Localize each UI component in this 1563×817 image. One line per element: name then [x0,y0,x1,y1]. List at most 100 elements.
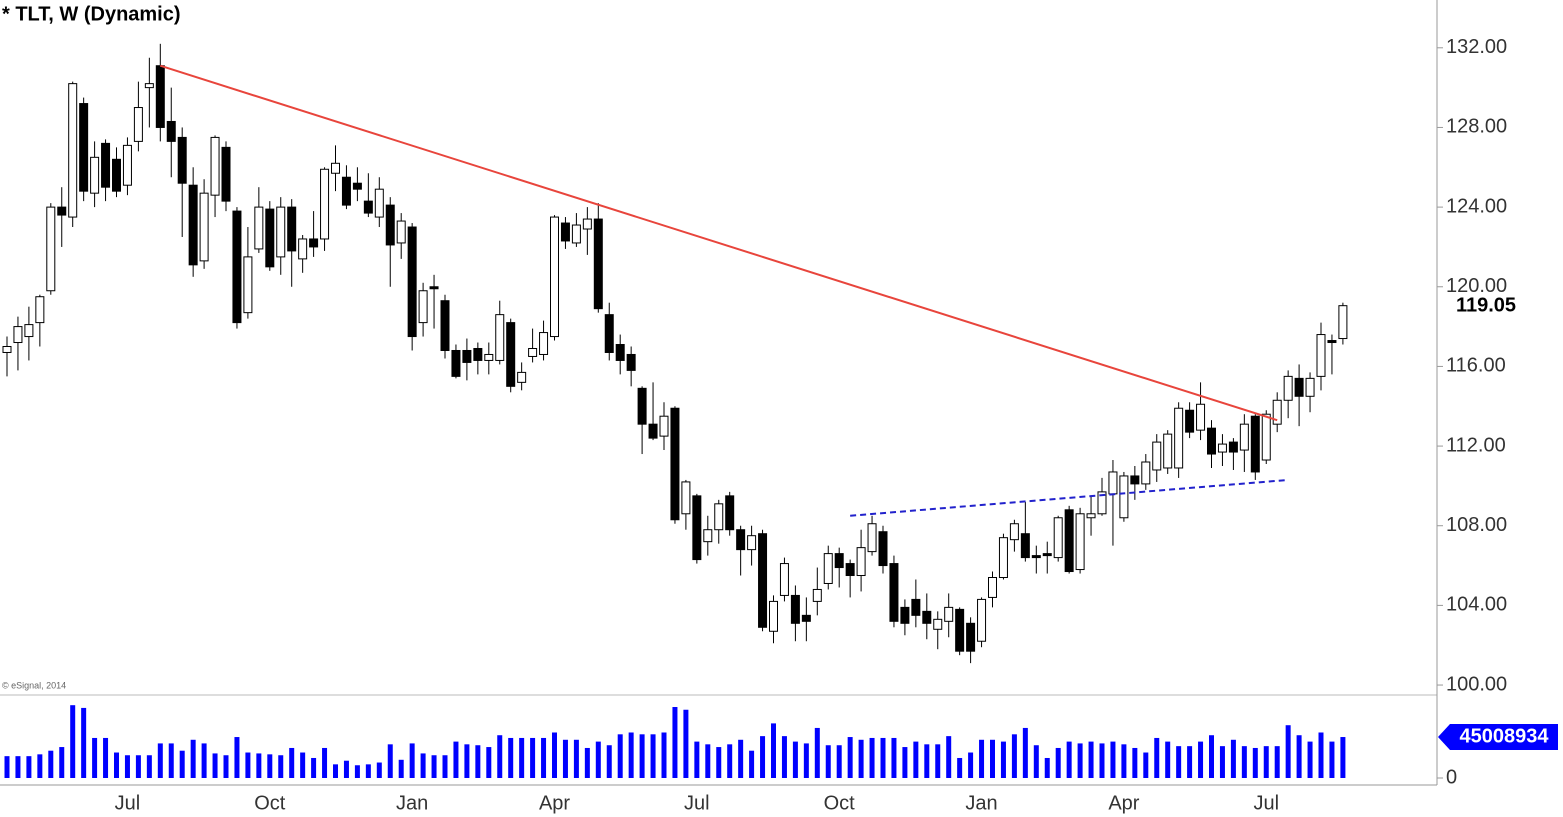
volume-bar [519,737,525,778]
volume-bar [420,753,426,778]
volume-bar [1274,746,1280,778]
candle-body [1338,305,1348,340]
candle-body [1053,517,1063,559]
candle-body [681,481,691,515]
x-tick-label: Oct [254,792,286,814]
volume-bar [771,723,776,778]
volume-bar [705,744,711,778]
volume-bar [979,739,985,778]
volume-bar [562,739,568,778]
volume-bar [1143,752,1149,778]
volume-bar [716,747,722,778]
volume-bar [836,745,842,778]
candle-body [1272,399,1282,425]
candle-body [604,314,614,353]
volume-bar [1241,746,1247,778]
volume-bar [1187,746,1193,778]
volume-bar [1110,741,1116,778]
volume-bar [103,737,109,778]
volume-bar [311,757,317,778]
volume-bar [26,756,32,778]
volume-bar [541,737,547,778]
candle-body [998,537,1008,579]
candle-body [1228,441,1238,453]
candle-body [133,107,143,142]
volume-bar [1329,741,1335,778]
candle-body [374,188,384,218]
candle-body [703,529,713,543]
y-tick-label: 124.00 [1446,195,1507,217]
candle-body [944,606,954,622]
y-tick-label: 128.00 [1446,116,1507,138]
candle-body [1327,340,1337,344]
candle-body [1042,553,1052,557]
candle-body [287,206,297,252]
volume-bar [727,744,733,778]
volume-bar [223,755,229,778]
volume-bar [1154,737,1160,778]
candle-body [1152,441,1162,471]
volume-bar [59,747,65,778]
candle-body [1239,423,1249,451]
volume-bar [300,752,306,778]
volume-bar [913,741,919,778]
candle-body [1250,415,1260,473]
volume-bar [869,737,875,778]
candle-body [615,344,625,361]
candle-body [298,238,308,260]
volume-bar [267,754,273,778]
y-tick-label: 112.00 [1446,434,1506,456]
candle-body [659,415,669,437]
candle-body [2,346,12,353]
x-tick-label: Jan [965,792,997,814]
candle-body [1141,461,1151,485]
candle-body [265,208,275,268]
candle-body [1196,403,1206,431]
candle-body [331,162,340,174]
volume-bar [552,732,557,778]
candle-body [210,136,220,196]
volume-bar [803,743,809,778]
candle-body [911,598,921,616]
volume-bar [968,752,974,778]
volume-bar [124,755,130,778]
candle-body [1174,407,1184,469]
candle-body [1207,427,1216,455]
x-tick-label: Jul [1253,792,1279,814]
volume-bar [650,734,656,778]
volume-bar [1011,734,1017,778]
candle-body [363,200,373,214]
candle-body [988,577,997,598]
candle-body [670,407,680,521]
volume-bar [1296,735,1302,778]
candle-body [528,347,538,357]
volume-bar [683,709,689,778]
candle-body [900,606,910,624]
candle-body [1316,334,1326,377]
volume-bar [508,737,514,778]
candle-body [155,65,165,128]
volume-bar [464,744,470,778]
volume-bar [398,759,404,778]
candle-body [1261,413,1271,461]
volume-bar [48,750,54,778]
candle-body [276,206,286,258]
volume-bar [343,760,349,778]
volume-bar [792,741,798,778]
volume-bar [256,753,262,778]
candle-body [462,349,472,363]
volume-bar [1077,743,1083,778]
candle-body [1020,533,1030,559]
volume-bar [179,750,185,778]
candle-body [845,563,855,577]
volume-bar [990,739,995,778]
candle-body [1185,409,1195,433]
volume-bar [946,736,952,778]
volume-bar [376,762,382,778]
candle-body [440,300,450,351]
volume-bar [354,765,360,778]
candle-body [199,192,209,262]
volume-bar [475,745,481,778]
